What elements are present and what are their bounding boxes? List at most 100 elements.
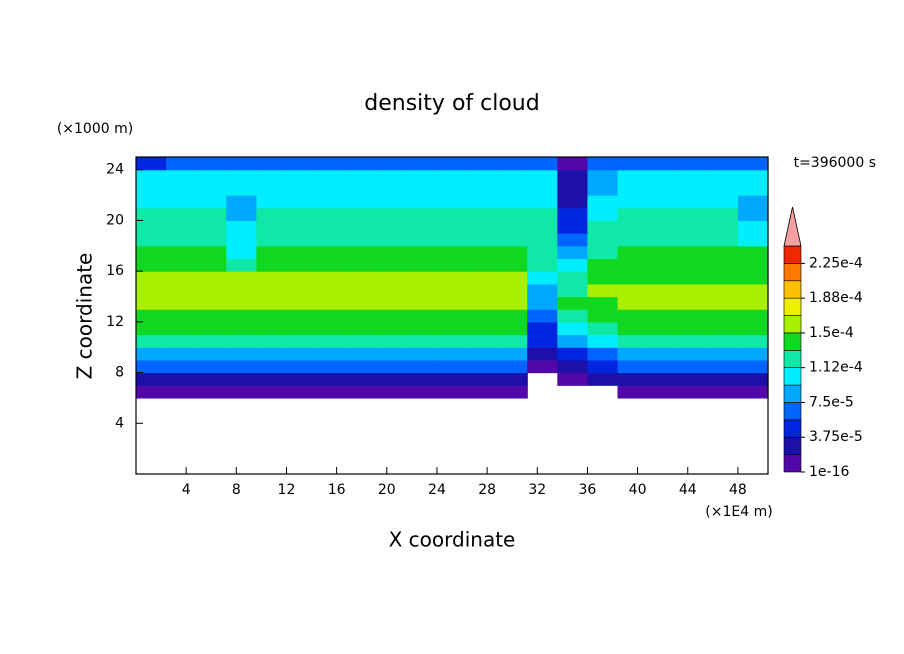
contour-cell: [136, 296, 167, 310]
contour-cell: [677, 233, 709, 247]
contour-cell: [677, 245, 709, 260]
contour-cell: [557, 195, 589, 209]
contour-cell: [677, 347, 709, 361]
contour-cell: [226, 309, 257, 323]
contour-cell: [467, 321, 498, 336]
contour-cell: [316, 245, 348, 260]
contour-cell: [737, 157, 769, 171]
contour-cell: [617, 372, 649, 386]
contour-cell: [286, 321, 318, 336]
contour-cell: [286, 372, 318, 386]
contour-cell: [587, 372, 619, 386]
contour-cell: [497, 157, 528, 171]
contour-cell: [467, 283, 498, 298]
contour-cell: [166, 195, 197, 209]
contour-cell: [256, 321, 288, 336]
contour-cell: [286, 334, 318, 348]
x-tick-label: 24: [428, 482, 446, 498]
contour-cell: [436, 182, 468, 196]
contour-cell: [406, 334, 438, 348]
contour-cell: [196, 258, 227, 272]
contour-cell: [587, 258, 619, 272]
colorbar-tick-label: 1.88e-4: [809, 290, 863, 306]
contour-cell: [557, 321, 589, 336]
contour-cell: [557, 347, 589, 361]
contour-cell: [647, 207, 679, 221]
contour-cell: [707, 258, 739, 272]
contour-cell: [136, 347, 167, 361]
contour-cell: [286, 169, 318, 183]
contour-cell: [737, 385, 769, 399]
contour-cell: [737, 321, 769, 336]
contour-cell: [346, 321, 378, 336]
contour-cell: [166, 169, 197, 183]
contour-cell: [166, 385, 197, 399]
contour-cell: [647, 245, 679, 260]
contour-cell: [617, 220, 649, 234]
contour-cell: [196, 220, 227, 234]
contour-cell: [737, 359, 769, 374]
plot-frame: [135, 156, 769, 475]
contour-cell: [346, 220, 378, 234]
colorbar-tick-label: 1.12e-4: [809, 360, 863, 376]
contour-cell: [136, 245, 167, 260]
contour-cell: [286, 271, 318, 285]
contour-cell: [557, 271, 589, 285]
contour-cell: [226, 372, 257, 386]
contour-cell: [617, 157, 649, 171]
contour-cell: [316, 233, 348, 247]
contour-cell: [376, 309, 408, 323]
contour-cell: [527, 347, 558, 361]
contour-cell: [467, 182, 498, 196]
contour-cell: [346, 195, 378, 209]
contour-cell: [136, 169, 167, 183]
contour-cell: [527, 195, 558, 209]
y-unit: (×1000 m): [57, 121, 133, 137]
contour-cell: [346, 182, 378, 196]
x-unit: (×1E4 m): [705, 504, 772, 520]
contour-cell: [587, 182, 619, 196]
contour-cell: [406, 385, 438, 399]
contour-cell: [316, 157, 348, 171]
contour-cell: [166, 283, 197, 298]
contour-cell: [617, 271, 649, 285]
contour-cell: [647, 359, 679, 374]
contour-cell: [737, 283, 769, 298]
contour-cell: [436, 169, 468, 183]
contour-cell: [467, 359, 498, 374]
contour-cell: [286, 220, 318, 234]
colorbar-bin: [783, 245, 802, 264]
contour-cell: [707, 372, 739, 386]
contour-cell: [166, 157, 197, 171]
x-tick-label: 28: [478, 482, 496, 498]
contour-cell: [677, 271, 709, 285]
contour-cell: [557, 220, 589, 234]
contour-cell: [256, 296, 288, 310]
contour-cell: [256, 347, 288, 361]
contour-cell: [226, 385, 257, 399]
contour-cell: [467, 207, 498, 221]
contour-cell: [497, 347, 528, 361]
contour-cell: [376, 334, 408, 348]
contour-cell: [617, 258, 649, 272]
colorbar-bin: [783, 315, 802, 334]
x-tick-label: 40: [629, 482, 647, 498]
contour-cell: [286, 233, 318, 247]
contour-cell: [587, 271, 619, 285]
contour-cell: [467, 296, 498, 310]
y-tick-label: 20: [106, 212, 124, 228]
contour-cell: [196, 296, 227, 310]
contour-cell: [316, 372, 348, 386]
contour-cell: [286, 283, 318, 298]
colorbar-bin: [783, 332, 802, 351]
contour-cell: [166, 359, 197, 374]
contour-cell: [346, 347, 378, 361]
contour-cell: [196, 233, 227, 247]
contour-cell: [136, 283, 167, 298]
contour-cell: [136, 182, 167, 196]
contour-cell: [256, 233, 288, 247]
contour-cell: [406, 195, 438, 209]
contour-cell: [346, 233, 378, 247]
contour-cell: [136, 207, 167, 221]
